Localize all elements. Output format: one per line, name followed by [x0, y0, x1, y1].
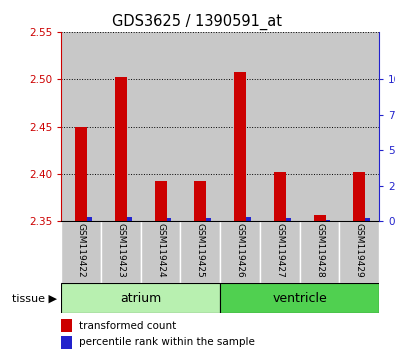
Bar [220, 32, 260, 221]
Text: atrium: atrium [120, 292, 161, 305]
Bar [141, 32, 181, 221]
Bar [181, 221, 220, 283]
Bar [260, 221, 300, 283]
Bar [167, 218, 171, 221]
Bar [339, 221, 379, 283]
Bar [127, 217, 132, 221]
Text: GSM119428: GSM119428 [315, 223, 324, 278]
Text: GSM119427: GSM119427 [275, 223, 284, 278]
Bar [115, 77, 127, 221]
Bar [141, 221, 181, 283]
Bar [300, 32, 339, 221]
Bar [61, 32, 101, 221]
Bar [365, 218, 370, 221]
Text: ventricle: ventricle [272, 292, 327, 305]
Text: GSM119425: GSM119425 [196, 223, 205, 278]
Bar [75, 126, 87, 221]
Bar [154, 181, 167, 221]
Bar [286, 218, 291, 221]
Bar [354, 172, 365, 221]
Bar [101, 221, 141, 283]
Bar [87, 217, 92, 221]
Text: GSM119422: GSM119422 [77, 223, 86, 278]
Bar [274, 172, 286, 221]
Text: GSM119429: GSM119429 [355, 223, 364, 278]
Bar [246, 217, 251, 221]
Bar [220, 283, 379, 313]
Text: transformed count: transformed count [79, 321, 176, 331]
Bar [260, 32, 300, 221]
Text: GSM119424: GSM119424 [156, 223, 165, 278]
Bar [339, 32, 379, 221]
Bar [194, 181, 206, 221]
Bar [61, 319, 72, 332]
Text: tissue ▶: tissue ▶ [12, 293, 57, 303]
Bar [181, 32, 220, 221]
Bar [61, 336, 72, 349]
Text: percentile rank within the sample: percentile rank within the sample [79, 337, 255, 347]
Bar [300, 221, 339, 283]
Text: GSM119426: GSM119426 [235, 223, 245, 278]
Bar [61, 221, 101, 283]
Text: GDS3625 / 1390591_at: GDS3625 / 1390591_at [113, 14, 282, 30]
Bar [206, 218, 211, 221]
Bar [234, 72, 246, 221]
Bar [61, 283, 220, 313]
Bar [314, 215, 325, 221]
Bar [101, 32, 141, 221]
Bar [220, 221, 260, 283]
Bar [325, 220, 330, 221]
Text: GSM119423: GSM119423 [117, 223, 125, 278]
